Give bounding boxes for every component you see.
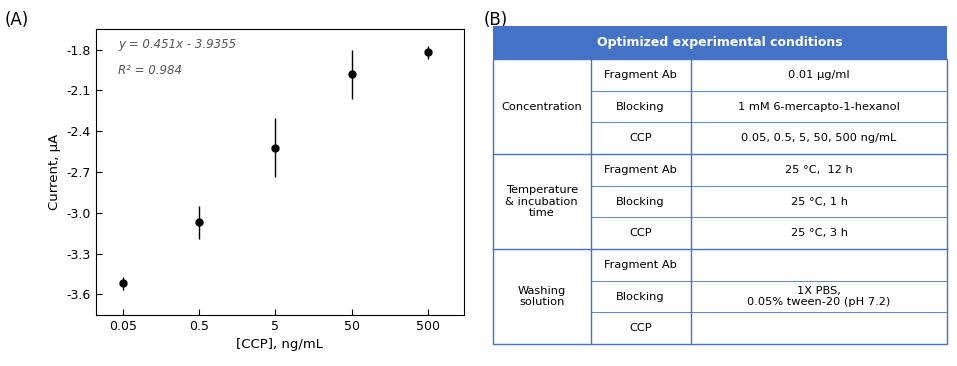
- Text: 25 °C,  12 h: 25 °C, 12 h: [785, 165, 853, 175]
- Text: Blocking: Blocking: [616, 101, 665, 112]
- Text: Blocking: Blocking: [616, 197, 665, 206]
- Text: y = 0.451x - 3.9355: y = 0.451x - 3.9355: [118, 38, 236, 51]
- X-axis label: [CCP], ng/mL: [CCP], ng/mL: [236, 338, 323, 351]
- Text: Temperature
& incubation
time: Temperature & incubation time: [505, 185, 578, 218]
- Text: 1 mM 6-mercapto-1-hexanol: 1 mM 6-mercapto-1-hexanol: [738, 101, 900, 112]
- Text: (A): (A): [5, 11, 29, 29]
- Text: 25 °C, 1 h: 25 °C, 1 h: [790, 197, 848, 206]
- Text: CCP: CCP: [630, 133, 652, 143]
- Text: 0.05, 0.5, 5, 50, 500 ng/mL: 0.05, 0.5, 5, 50, 500 ng/mL: [742, 133, 897, 143]
- Text: CCP: CCP: [630, 228, 652, 238]
- Text: Fragment Ab: Fragment Ab: [604, 70, 677, 80]
- Text: Washing
solution: Washing solution: [518, 286, 566, 307]
- Text: Fragment Ab: Fragment Ab: [604, 260, 677, 270]
- Text: 1X PBS,
0.05% tween-20 (pH 7.2): 1X PBS, 0.05% tween-20 (pH 7.2): [747, 286, 891, 307]
- Text: (B): (B): [483, 11, 507, 29]
- Text: R² = 0.984: R² = 0.984: [118, 64, 182, 76]
- Bar: [493, 26, 947, 59]
- Text: Blocking: Blocking: [616, 292, 665, 302]
- Text: Fragment Ab: Fragment Ab: [604, 165, 677, 175]
- Text: Concentration: Concentration: [501, 101, 582, 112]
- Text: Optimized experimental conditions: Optimized experimental conditions: [597, 36, 843, 49]
- Text: 25 °C, 3 h: 25 °C, 3 h: [790, 228, 848, 238]
- Y-axis label: Current, μA: Current, μA: [48, 134, 61, 210]
- Text: CCP: CCP: [630, 323, 652, 333]
- Text: 0.01 μg/ml: 0.01 μg/ml: [789, 70, 850, 80]
- Bar: [493, 59, 947, 344]
